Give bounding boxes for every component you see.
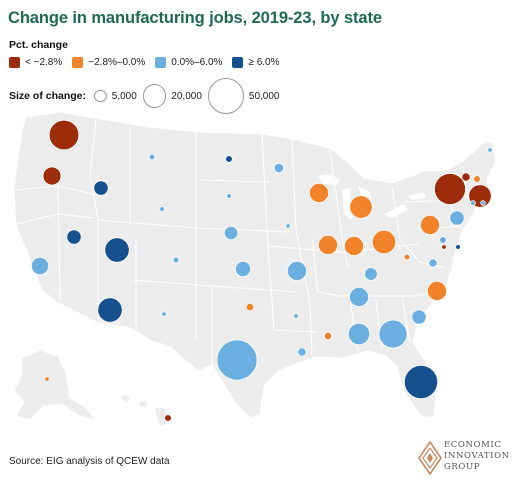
state-symbol-al [347,322,371,346]
state-symbol-nm [161,311,167,317]
legend-bin-label-0: < −2.8% [25,56,63,68]
state-symbol-ri [480,200,486,206]
state-symbol-tx [216,339,258,381]
state-symbol-nj [449,210,465,226]
legend-swatch-2 [155,56,167,68]
legend-size: Size of change: 5,000 20,000 50,000 [9,78,285,114]
state-symbol-nv [66,229,82,245]
state-symbol-il [317,234,339,256]
state-symbol-dc [441,244,447,250]
state-symbol-hi [164,414,172,422]
legend-swatch-0 [9,56,20,68]
state-symbol-sd [226,193,232,199]
state-symbol-mt [148,153,156,161]
map-land-alaska [13,349,97,421]
state-symbol-az [97,297,123,323]
legend-size-circle-1 [142,84,167,108]
state-symbol-mi [349,195,373,219]
state-symbol-sc [411,309,427,325]
map-land-hawaii [119,394,171,427]
legend-size-item-2: 50,000 [207,78,280,114]
legend-color-title: Pct. change [9,39,68,51]
state-symbol-id [93,180,109,196]
legend-size-circle-2 [207,78,244,114]
legend-color: < −2.8% −2.8%–0.0% 0.0%–6.0% ≥ 6.0% [9,55,289,69]
state-symbol-wv [403,253,411,261]
state-symbol-nc [426,280,448,302]
legend-bin-label-2: 0.0%–6.0% [171,56,223,68]
legend-size-label-0: 5,000 [111,90,137,102]
state-symbol-nd [225,155,233,163]
legend-bin-0: < −2.8% [9,56,63,68]
legend-size-label-1: 20,000 [171,90,202,102]
state-symbol-in [343,235,365,257]
state-symbol-ak [44,376,50,382]
legend-size-title: Size of change: [9,90,87,102]
state-symbol-wa [48,119,80,151]
source-note: Source: EIG analysis of QCEW data [9,456,170,467]
eig-logo: ECONOMIC INNOVATION GROUP [418,440,518,480]
state-symbol-ut [104,237,130,263]
chart-title: Change in manufacturing jobs, 2019-23, b… [8,9,382,27]
state-symbol-tn [348,286,370,308]
eig-logo-line-2: GROUP [444,462,481,472]
state-symbol-ct [470,200,476,206]
state-symbol-ok [245,302,255,312]
state-symbol-pa [419,214,441,236]
legend-size-item-0: 5,000 [94,89,137,103]
state-symbol-vt [461,172,471,182]
legend-bin-2: 0.0%–6.0% [155,56,223,68]
legend-swatch-1 [72,56,84,68]
state-symbol-ga [378,319,408,349]
state-symbol-ca [30,256,50,276]
state-symbol-mn [273,162,285,174]
state-symbol-wy [159,206,165,212]
state-symbol-co [172,256,180,264]
state-symbol-ia [285,223,291,229]
state-symbol-de [455,244,461,250]
state-symbol-ar [293,313,299,319]
legend-size-label-2: 50,000 [248,90,280,102]
state-symbol-wi [308,182,330,204]
eig-logo-line-1: INNOVATION [444,451,510,461]
eig-logo-text: ECONOMIC INNOVATION GROUP [444,440,510,473]
state-symbol-or [42,166,62,186]
state-symbol-oh [371,229,397,255]
legend-bin-3: ≥ 6.0% [232,56,280,68]
state-symbol-fl [403,364,439,400]
eig-logo-line-0: ECONOMIC [444,440,502,450]
legend-bin-1: −2.8%–0.0% [72,56,146,68]
legend-bin-label-3: ≥ 6.0% [248,56,280,68]
state-symbol-ks [234,260,251,277]
legend-swatch-3 [232,56,244,68]
eig-logo-mark-icon [418,441,442,475]
state-symbol-ms [323,331,333,341]
state-symbol-nh [473,175,481,183]
state-symbol-ny [434,173,466,205]
state-symbol-va [428,258,438,268]
legend-size-item-1: 20,000 [142,84,202,108]
state-symbol-md [439,236,447,244]
state-symbol-mo [286,260,308,282]
legend-bin-label-1: −2.8%–0.0% [88,56,146,68]
state-symbol-me [487,147,493,153]
legend-size-circle-0 [94,89,107,103]
state-symbol-ky [364,267,378,281]
map-land-conus [13,111,497,419]
state-symbol-ne [223,225,239,241]
state-symbols [30,119,493,422]
state-symbol-la [297,347,307,357]
